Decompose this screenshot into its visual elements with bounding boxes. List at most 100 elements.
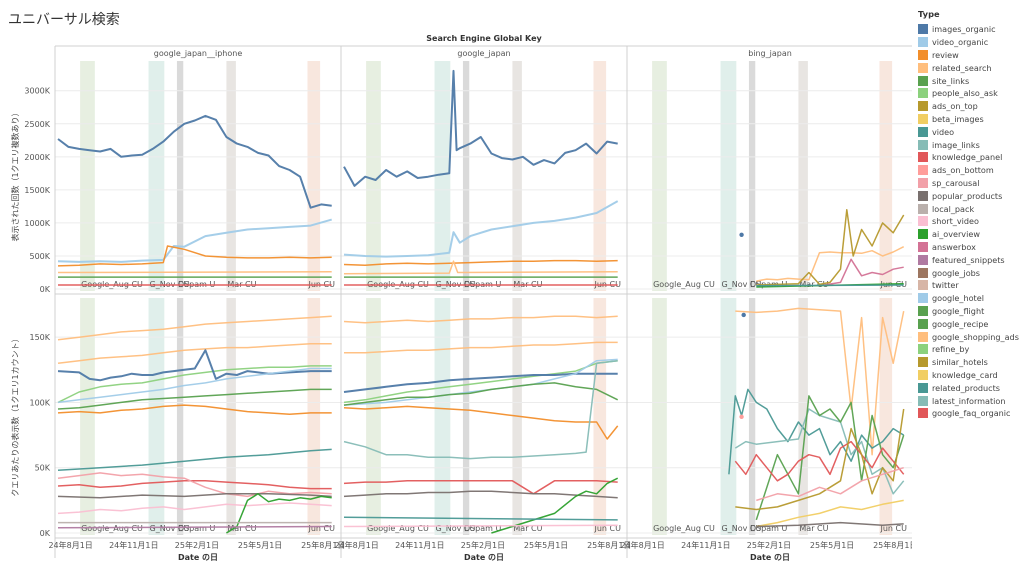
series-line-related_search (343, 260, 618, 275)
y-tick-label: 500K (29, 252, 50, 261)
legend-label: ads_on_top (932, 101, 978, 112)
column-header: Search Engine Global Key (426, 34, 542, 43)
legend-item[interactable]: google_shopping_ads (918, 330, 1022, 343)
legend-label: knowledge_card (932, 369, 998, 380)
legend-label: related_search (932, 62, 992, 73)
event-label: G_Nov CU (722, 524, 762, 533)
event-band (462, 61, 470, 291)
series-line-knowledge_panel (57, 480, 332, 490)
legend-item[interactable]: video_organic (918, 36, 1022, 49)
legend-swatch (918, 37, 928, 48)
event-band (652, 298, 667, 535)
legend: Type images_organic video_organic review re… (918, 9, 1022, 420)
series-line-ai_overview (226, 493, 332, 534)
series-line-ai_overview (491, 477, 619, 534)
legend-label: google_jobs (932, 267, 981, 278)
y-tick-label: 100K (29, 398, 50, 407)
legend-swatch (918, 254, 928, 265)
x-axis-title: Date の日 (464, 553, 504, 562)
legend-item[interactable]: related_search (918, 61, 1022, 74)
x-tick-label: 24年11月1日 (395, 540, 444, 550)
series-line-images_organic (343, 69, 618, 187)
legend-item[interactable]: sp_carousal (918, 177, 1022, 190)
event-label: Jun CU (593, 524, 621, 533)
legend-label: video (932, 126, 955, 137)
event-band (80, 61, 95, 291)
series-line-related_search (344, 341, 618, 354)
event-label: DSpam U (464, 524, 502, 533)
legend-item[interactable]: similar_hotels (918, 356, 1022, 369)
legend-swatch (918, 229, 928, 240)
x-tick-label: 25年8月1日 (873, 540, 912, 550)
legend-item[interactable]: latest_information (918, 394, 1022, 407)
legend-label: google_hotel (932, 293, 984, 304)
legend-item[interactable]: image_links (918, 138, 1022, 151)
legend-item[interactable]: ads_on_bottom (918, 164, 1022, 177)
legend-items: images_organic video_organic review related… (918, 23, 1022, 420)
legend-item[interactable]: google_hotel (918, 292, 1022, 305)
series-line-video (756, 284, 904, 287)
legend-item[interactable]: ai_overview (918, 228, 1022, 241)
y-axis-title: クエリあたりの表示数（1クエリ1カウント） (10, 334, 20, 496)
legend-item[interactable]: images_organic (918, 23, 1022, 36)
event-band (176, 61, 184, 291)
legend-item[interactable]: google_jobs (918, 266, 1022, 279)
legend-item[interactable]: google_faq_organic (918, 407, 1022, 420)
legend-label: video_organic (932, 37, 989, 48)
legend-label: featured_snippets (932, 254, 1005, 265)
legend-item[interactable]: knowledge_panel (918, 151, 1022, 164)
legend-label: review (932, 49, 959, 60)
event-label: Mar CU (513, 524, 542, 533)
legend-item[interactable]: site_links (918, 74, 1022, 87)
legend-swatch (918, 305, 928, 316)
series-line-refine_by (343, 359, 618, 404)
legend-swatch (918, 241, 928, 252)
series-line-popular_products (343, 490, 618, 499)
legend-swatch (918, 75, 928, 86)
legend-item[interactable]: featured_snippets (918, 253, 1022, 266)
legend-item[interactable]: popular_products (918, 189, 1022, 202)
legend-swatch (918, 152, 928, 163)
legend-swatch (918, 62, 928, 73)
legend-item[interactable]: twitter (918, 279, 1022, 292)
legend-item[interactable]: beta_images (918, 113, 1022, 126)
data-point (739, 414, 744, 420)
legend-swatch (918, 101, 928, 112)
event-label: G_Nov CU (150, 524, 190, 533)
x-tick-label: 24年8月1日 (620, 540, 664, 550)
data-point (741, 312, 746, 318)
series-line-video_organic (57, 367, 332, 404)
event-band (226, 298, 236, 535)
legend-label: site_links (932, 75, 970, 86)
x-tick-label: 24年8月1日 (48, 540, 92, 550)
legend-item[interactable]: review (918, 49, 1022, 62)
legend-item[interactable]: google_flight (918, 305, 1022, 318)
series-line-review (343, 259, 618, 266)
column-title: google_japan__iphone (154, 49, 243, 58)
legend-item[interactable]: refine_by (918, 343, 1022, 356)
series-line-video_organic (57, 218, 332, 263)
series-line-review (57, 245, 332, 267)
x-tick-label: 25年8月1日 (301, 540, 345, 550)
legend-swatch (918, 190, 928, 201)
legend-item[interactable]: knowledge_card (918, 369, 1022, 382)
legend-item[interactable]: people_also_ask (918, 87, 1022, 100)
legend-item[interactable]: answerbox (918, 241, 1022, 254)
x-tick-label: 25年5月1日 (524, 540, 568, 550)
series-line-review (343, 405, 619, 440)
legend-item[interactable]: google_recipe (918, 317, 1022, 330)
y-tick-label: 2500K (24, 120, 50, 129)
legend-item[interactable]: video (918, 125, 1022, 138)
legend-item[interactable]: local_pack (918, 202, 1022, 215)
event-band (307, 298, 321, 535)
event-band (879, 61, 893, 291)
series-line-sp_carousal (756, 466, 904, 502)
event-band (720, 298, 737, 535)
legend-item[interactable]: ads_on_top (918, 100, 1022, 113)
legend-item[interactable]: short_video (918, 215, 1022, 228)
event-band (798, 61, 808, 291)
series-line-google_flight (755, 395, 905, 521)
legend-item[interactable]: related_products (918, 381, 1022, 394)
event-band (512, 61, 522, 291)
event-label: Jun CU (307, 524, 335, 533)
